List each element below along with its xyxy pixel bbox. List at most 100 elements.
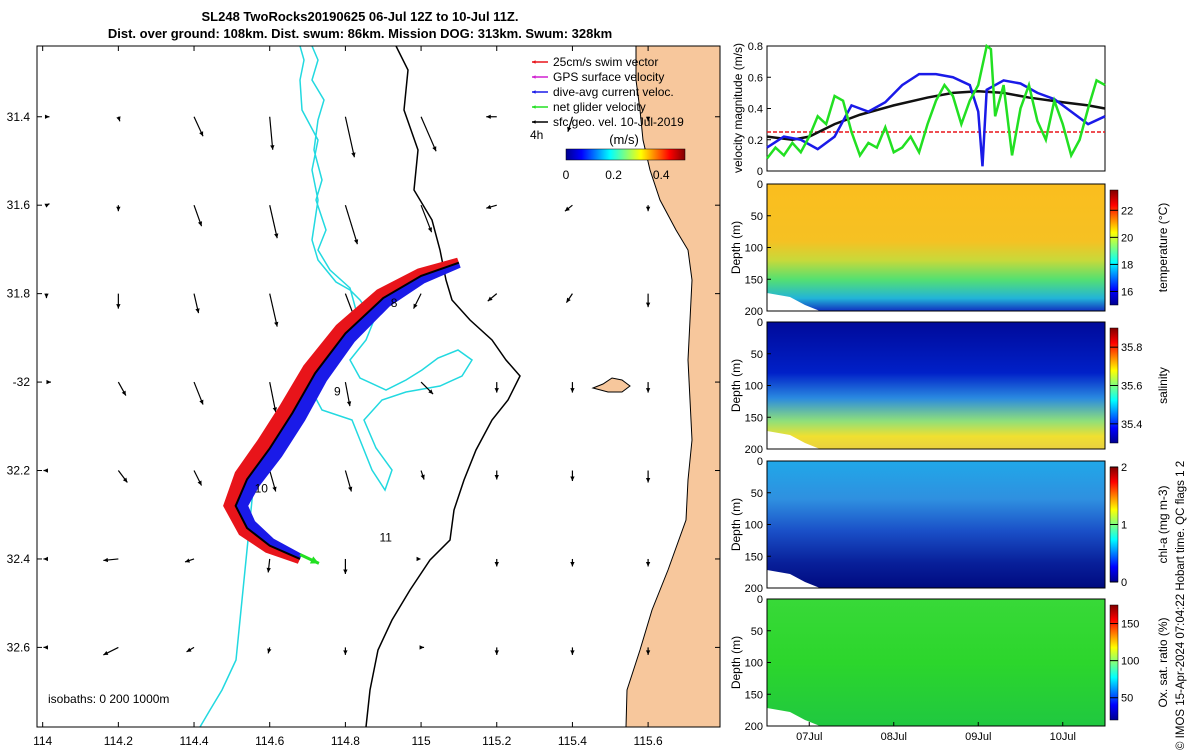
- section-colorbar-tick-label: 100: [1121, 656, 1139, 668]
- section-colorbar-tick-label: 150: [1121, 619, 1139, 631]
- geo-arrow-head: [570, 476, 575, 482]
- section-colorbar-tick-label: 0: [1121, 577, 1127, 589]
- section-ytick-label: 50: [751, 211, 763, 223]
- section-colorbar-label: temperature (°C): [1156, 203, 1170, 293]
- geo-arrow-head: [195, 308, 200, 314]
- geo-arrow-head: [427, 227, 432, 233]
- colorbar-tick-label: 0.4: [653, 168, 670, 182]
- geo-arrow-head: [274, 321, 279, 327]
- geo-arrow-head: [428, 389, 434, 395]
- map-ytick-label: 32.6: [7, 640, 31, 654]
- section-field: [767, 184, 1105, 311]
- section-ytick-label: 100: [745, 243, 763, 255]
- legend-item-label: GPS surface velocity: [553, 70, 664, 84]
- section-ytick-label: 100: [745, 520, 763, 532]
- legend-marker-head: [532, 120, 536, 124]
- geo-arrow-head: [116, 116, 121, 122]
- geo-arrow-head: [43, 645, 48, 650]
- geo-arrow-head: [346, 401, 352, 407]
- geo-arrow-head: [43, 556, 48, 562]
- geo-arrow-head: [564, 206, 570, 212]
- section-ytick-label: 0: [757, 317, 763, 329]
- legend-item-label: sfc geo. vel. 10-Jul-2019: [553, 115, 684, 129]
- rottnest-island: [591, 377, 631, 393]
- geo-arrow-head: [645, 478, 651, 483]
- geo-arrow-head: [116, 304, 121, 309]
- geo-arrow-head: [494, 475, 499, 480]
- geo-arrow-head: [487, 296, 493, 302]
- net-velocity-arrow-head: [309, 556, 319, 564]
- map-frame: [36, 45, 721, 728]
- track-day-label: 9: [334, 384, 341, 398]
- geo-arrow-head: [645, 302, 651, 308]
- geo-arrow-head: [44, 293, 49, 299]
- geo-arrow: [344, 116, 355, 158]
- legend-scale-note: 4h: [530, 128, 543, 142]
- section-colorbar: [1109, 189, 1119, 306]
- isobath-label: isobaths: 0 200 1000m: [48, 692, 169, 706]
- geo-arrow: [269, 381, 277, 413]
- colorbar-tick-label: 0: [563, 168, 570, 182]
- section-colorbar-tick-label: 35.6: [1121, 381, 1142, 393]
- geo-arrow-head: [567, 126, 572, 132]
- section-ytick-label: 150: [745, 551, 763, 563]
- section-ytick-label: 150: [745, 689, 763, 701]
- map-colorbar-ticks: 0 0.2 0.4: [563, 168, 670, 182]
- section-ytick-label: 100: [745, 658, 763, 670]
- colorbar-label: (m/s): [609, 132, 639, 147]
- geo-arrow: [344, 205, 358, 245]
- section-panel: 0 50 100 150 200 Depth (m) 16 18 20 22 temperature…: [729, 179, 1170, 318]
- section-ytick-label: 150: [745, 412, 763, 424]
- section-panel: 0 50 100 150 200 Depth (m) 50 100 150 Ox. sat. ra…: [729, 594, 1170, 743]
- track-day-label: 10: [255, 482, 269, 496]
- track-day-labels: 8 9 10 11: [255, 296, 398, 544]
- geo-arrow-head: [420, 474, 425, 480]
- glider-track: [234, 261, 460, 560]
- section-ytick-label: 50: [751, 488, 763, 500]
- geo-arrow: [269, 293, 278, 327]
- geo-arrow-head: [270, 145, 275, 150]
- geo-arrow: [269, 116, 274, 150]
- geo-velocity-arrows: [43, 114, 651, 656]
- velocity-plot-frame: [766, 45, 1106, 172]
- velocity-ytick-label: 0.8: [748, 41, 763, 53]
- geo-arrow-head: [199, 131, 204, 137]
- geo-arrow-head: [645, 116, 651, 122]
- chart-title-line2: Dist. over ground: 108km. Dist. swum: 86…: [107, 26, 613, 41]
- section-colorbar-label: salinity: [1156, 367, 1170, 404]
- section-colorbar-tick-label: 16: [1121, 286, 1133, 298]
- colorbar-tick-label: 0.2: [605, 168, 622, 182]
- geo-arrow-head: [570, 388, 575, 393]
- map-xtick-label: 115.4: [558, 734, 587, 748]
- geo-arrow-head: [419, 645, 425, 650]
- map-ytick-label: 32.2: [7, 464, 31, 478]
- map-colorbar: [565, 148, 686, 161]
- map-xtick-label: 115.6: [634, 734, 663, 748]
- geo-arrow-head: [186, 647, 192, 652]
- geo-arrow-head: [645, 388, 651, 393]
- geo-arrow-head: [343, 650, 348, 655]
- geo-arrow-head: [351, 152, 356, 158]
- geo-arrow-head: [197, 221, 203, 227]
- map-ytick-label: 31.4: [7, 110, 31, 124]
- isobath-1000m: [365, 46, 521, 727]
- chart-title-line1: SL248 TwoRocks20190625 06-Jul 12Z to 10-…: [201, 9, 519, 24]
- velocity-ytick-label: 0: [757, 166, 763, 178]
- geo-arrow-head: [197, 480, 202, 486]
- map-xtick-label: 114.2: [104, 734, 133, 748]
- velocity-ytick-label: 0.2: [748, 135, 763, 147]
- geo-arrow-head: [645, 561, 651, 567]
- velocity-panel: 0 0.2 0.4 0.6 0.8 velocity magnitude (m/s): [731, 41, 1106, 178]
- velocity-ytick-label: 0.6: [748, 72, 763, 84]
- geo-arrow-head: [494, 561, 499, 567]
- section-colorbar-tick-label: 35.8: [1121, 342, 1142, 354]
- geo-arrow-head: [570, 561, 575, 567]
- geo-arrow-head: [44, 114, 50, 119]
- imos-credit: © IMOS 15-Apr-2024 07:04:22 Hobart time.…: [1175, 461, 1187, 750]
- section-field: [767, 461, 1105, 588]
- geo-arrow-head: [267, 648, 272, 654]
- legend-marker-head: [532, 90, 536, 94]
- velocity-series-line: [766, 43, 1106, 160]
- geo-arrow-head: [348, 486, 353, 492]
- section-ytick-label: 200: [745, 583, 763, 595]
